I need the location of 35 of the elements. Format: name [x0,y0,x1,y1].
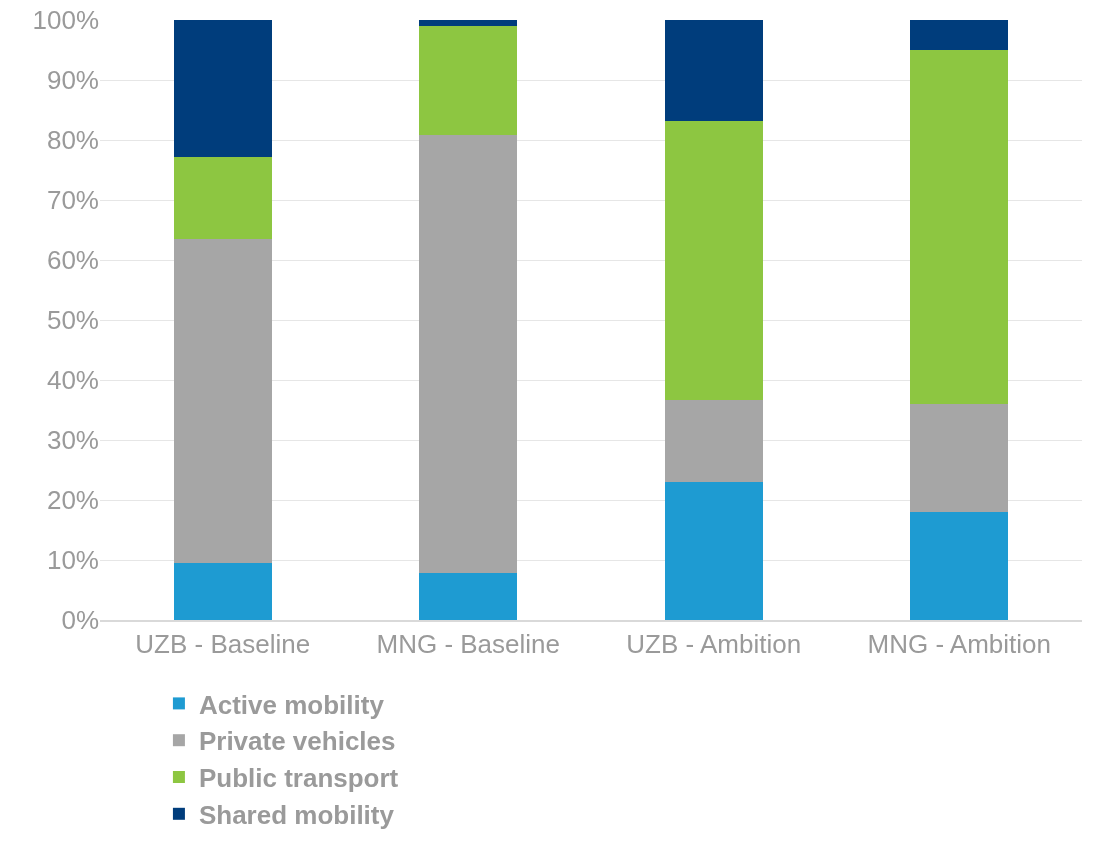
y-tick-label: 20% [46,485,99,516]
x-tick-label: MNG - Ambition [867,628,1051,659]
bar [419,573,518,620]
y-tick-label: 0% [61,605,99,636]
bar [419,135,518,574]
y-tick-label: 100% [32,5,99,36]
bar [173,239,272,563]
bar [173,563,272,620]
bar [664,482,763,620]
y-tick-label: 50% [46,305,99,336]
x-tick-label: UZB - Ambition [626,628,802,659]
bar [173,156,272,239]
x-tick-label: MNG - Baseline [376,628,560,659]
bar [173,20,272,157]
bar [910,50,1009,404]
x-tick-label: UZB - Baseline [135,628,311,659]
y-tick-label: 90% [46,65,99,96]
y-tick-label: 60% [46,245,99,276]
y-tick-label: 70% [46,185,99,216]
y-tick-label: 40% [46,365,99,396]
bar [419,26,518,136]
y-tick-label: 10% [46,545,99,576]
legend-label: Public transport [198,763,399,794]
legend-label: Active mobility [198,689,385,720]
bar [664,120,763,401]
bar [664,20,763,121]
legend-label: Private vehicles [198,726,396,757]
bar [664,400,763,482]
bar [910,20,1009,50]
legend-label: Shared mobility [198,799,395,830]
y-tick-label: 80% [46,125,99,156]
bar [419,20,518,26]
bar [910,512,1009,620]
y-tick-label: 30% [46,425,99,456]
bar [910,404,1009,512]
